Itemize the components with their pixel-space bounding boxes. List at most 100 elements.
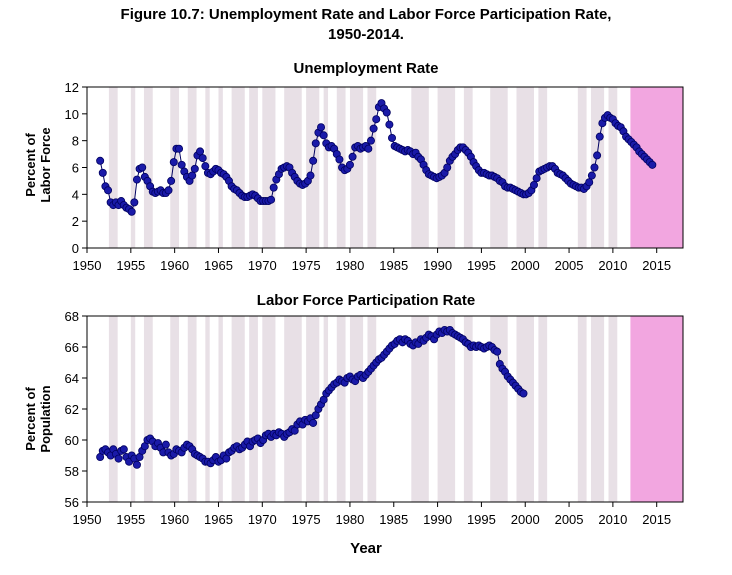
- shaded-band-unemployment: [349, 87, 364, 248]
- data-point: [443, 163, 452, 172]
- y-tick-label: 0: [72, 241, 79, 256]
- x-axis-label: Year: [350, 540, 382, 557]
- data-point: [130, 198, 139, 207]
- projection-band-participation: [630, 316, 683, 502]
- shaded-band-participation: [411, 316, 429, 502]
- shaded-band-participation: [336, 316, 346, 502]
- data-point: [388, 133, 397, 142]
- shaded-band-participation: [516, 316, 534, 502]
- shaded-band-participation: [284, 316, 302, 502]
- data-point: [335, 155, 344, 164]
- x-tick-label: 1980: [335, 258, 364, 273]
- shaded-band-participation: [218, 316, 223, 502]
- data-point: [319, 131, 328, 140]
- data-point: [493, 347, 502, 356]
- x-tick-label: 1985: [379, 512, 408, 527]
- shaded-band-unemployment: [463, 87, 473, 248]
- y-tick-label: 68: [65, 309, 79, 324]
- data-point: [309, 156, 318, 165]
- data-point: [201, 162, 210, 171]
- shaded-band-participation: [108, 316, 118, 502]
- shaded-band-participation: [249, 316, 258, 502]
- y-tick-label: 58: [65, 464, 79, 479]
- x-tick-label: 2005: [555, 512, 584, 527]
- data-point: [348, 152, 357, 161]
- y-tick-label: 56: [65, 495, 79, 510]
- x-tick-label: 1965: [204, 258, 233, 273]
- x-tick-label: 1990: [423, 512, 452, 527]
- data-point: [590, 163, 599, 172]
- x-tick-label: 1995: [467, 512, 496, 527]
- x-tick-label: 2000: [511, 512, 540, 527]
- x-tick-label: 2015: [642, 512, 671, 527]
- data-point: [267, 195, 276, 204]
- figure-title-line1: Figure 10.7: Unemployment Rate and Labor…: [120, 6, 612, 23]
- shaded-band-participation: [143, 316, 153, 502]
- data-point: [364, 144, 373, 153]
- data-point: [306, 171, 315, 180]
- data-point: [372, 115, 381, 124]
- x-tick-label: 1995: [467, 258, 496, 273]
- chart-title-unemployment: Unemployment Rate: [293, 60, 439, 77]
- data-point: [530, 180, 539, 189]
- data-point: [132, 175, 141, 184]
- shaded-band-participation: [170, 316, 180, 502]
- data-point: [177, 160, 186, 169]
- shaded-band-participation: [231, 316, 245, 502]
- data-point: [98, 168, 107, 177]
- data-point: [593, 151, 602, 160]
- data-point: [585, 178, 594, 187]
- x-tick-label: 1950: [73, 512, 102, 527]
- shaded-band-participation: [349, 316, 364, 502]
- x-tick-label: 1970: [248, 512, 277, 527]
- data-point: [648, 160, 657, 169]
- data-point: [311, 139, 320, 148]
- x-tick-label: 1960: [160, 258, 189, 273]
- y-tick-label: 12: [65, 80, 79, 95]
- shaded-band-unemployment: [367, 87, 377, 248]
- shaded-band-participation: [437, 316, 456, 502]
- shaded-band-unemployment: [577, 87, 587, 248]
- data-point: [169, 158, 178, 167]
- x-tick-label: 1975: [292, 512, 321, 527]
- y-tick-label: 2: [72, 214, 79, 229]
- x-tick-label: 2005: [555, 258, 584, 273]
- data-point: [127, 207, 136, 216]
- x-tick-label: 1950: [73, 258, 102, 273]
- shaded-band-participation: [577, 316, 587, 502]
- data-point: [104, 186, 113, 195]
- shaded-band-participation: [306, 316, 320, 502]
- shaded-band-unemployment: [231, 87, 245, 248]
- shaded-band-participation: [590, 316, 605, 502]
- x-tick-label: 2010: [598, 258, 627, 273]
- data-point: [138, 163, 147, 172]
- shaded-band-participation: [608, 316, 618, 502]
- x-tick-label: 2000: [511, 258, 540, 273]
- shaded-band-unemployment: [249, 87, 258, 248]
- data-point: [114, 454, 123, 463]
- shaded-band-participation: [323, 316, 329, 502]
- data-point: [382, 108, 391, 117]
- data-point: [198, 154, 207, 163]
- shaded-band-unemployment: [323, 87, 329, 248]
- shaded-band-participation: [538, 316, 548, 502]
- shaded-band-participation: [262, 316, 276, 502]
- data-point: [345, 160, 354, 169]
- data-point: [96, 156, 105, 165]
- shaded-band-unemployment: [170, 87, 180, 248]
- y-tick-label: 6: [72, 161, 79, 176]
- x-tick-label: 1965: [204, 512, 233, 527]
- data-point: [309, 418, 318, 427]
- shaded-band-participation: [205, 316, 210, 502]
- data-point: [164, 186, 173, 195]
- shaded-band-unemployment: [516, 87, 534, 248]
- y-tick-label: 62: [65, 402, 79, 417]
- x-tick-label: 1955: [116, 512, 145, 527]
- data-point: [119, 445, 128, 454]
- data-point: [385, 120, 394, 129]
- data-point: [190, 164, 199, 173]
- x-tick-label: 1970: [248, 258, 277, 273]
- y-tick-label: 64: [65, 371, 79, 386]
- data-point: [175, 144, 184, 153]
